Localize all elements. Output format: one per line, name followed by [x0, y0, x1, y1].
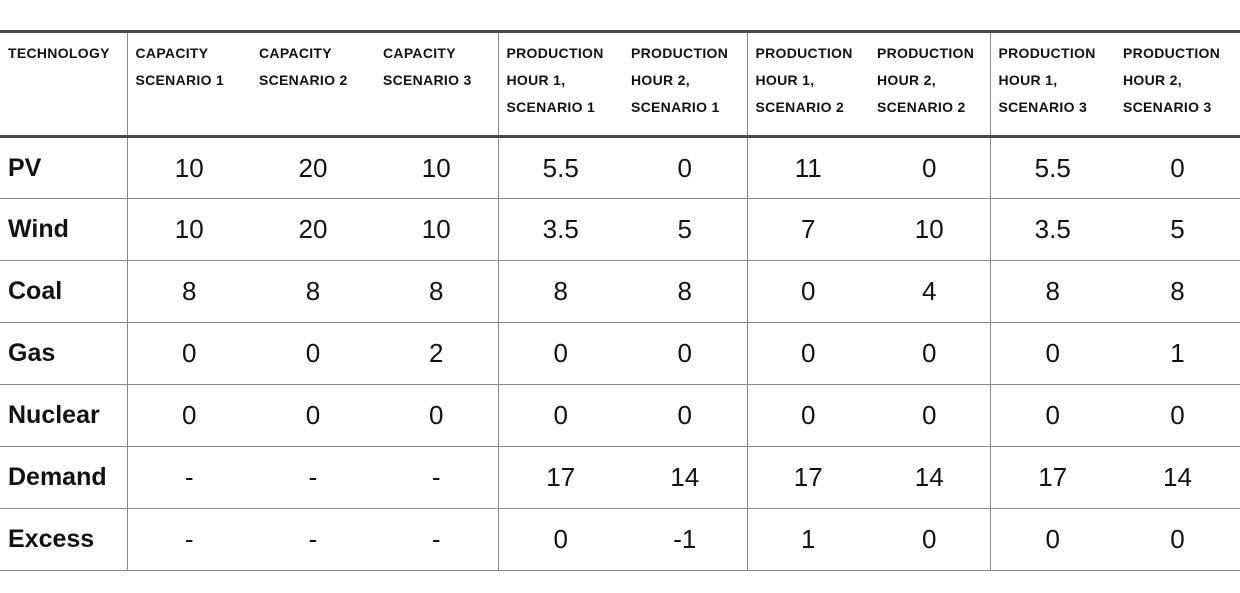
- table-row-excess: Excess - - -0 -1 1 0 0 0: [0, 508, 1240, 571]
- cell-coal-col9: 8: [1115, 260, 1240, 323]
- cell-pv-col3: 10: [375, 136, 499, 199]
- row-label-coal: Coal: [0, 260, 128, 323]
- cell-excess-col4: 0: [498, 508, 623, 571]
- table-body: PV 10 20 10 5.5 0 11 0 5.5 0 Wind 10 20 10 3.5 5 7 10 3.5 5…: [0, 136, 1240, 571]
- col-header-capacity-scenario-2: CAPACITY SCENARIO 2: [251, 31, 375, 138]
- cell-nuclear-col4: 0: [498, 384, 623, 447]
- row-label-demand: Demand: [0, 446, 128, 509]
- cell-wind-col3: 10: [375, 198, 499, 261]
- cell-coal-col1: 8: [127, 260, 251, 323]
- cell-excess-col2: -: [251, 508, 375, 571]
- cell-demand-col1: -: [127, 446, 251, 509]
- table-row-wind: Wind 10 20 10 3.5 5 7 10 3.5 5: [0, 198, 1240, 261]
- cell-pv-col6: 11: [747, 136, 869, 199]
- cell-pv-col7: 0: [869, 136, 991, 199]
- cell-coal-col4: 8: [498, 260, 623, 323]
- table-row-nuclear: Nuclear 0 0 0 0 0 0 0 0 0: [0, 384, 1240, 447]
- row-label-pv: PV: [0, 136, 128, 199]
- cell-gas-col7: 0: [869, 322, 991, 385]
- cell-demand-col6: 17: [747, 446, 869, 509]
- cell-demand-col7: 14: [869, 446, 991, 509]
- col-header-production-h1-s2: PRODUCTION HOUR 1, SCENARIO 2: [747, 31, 869, 138]
- cell-demand-col9: 14: [1115, 446, 1240, 509]
- row-label-excess: Excess: [0, 508, 128, 571]
- cell-gas-col3: 2: [375, 322, 499, 385]
- cell-gas-col1: 0: [127, 322, 251, 385]
- cell-excess-col5: -1: [623, 508, 748, 571]
- cell-wind-col5: 5: [623, 198, 748, 261]
- cell-nuclear-col1: 0: [127, 384, 251, 447]
- table-row-pv: PV 10 20 10 5.5 0 11 0 5.5 0: [0, 136, 1240, 199]
- cell-pv-col4: 5.5: [498, 136, 623, 199]
- technology-scenario-table: TECHNOLOGY CAPACITY SCENARIO 1 CAPACITY …: [0, 30, 1240, 571]
- cell-pv-col2: 20: [251, 136, 375, 199]
- cell-demand-col2: -: [251, 446, 375, 509]
- col-header-production-h2-s3: PRODUCTION HOUR 2, SCENARIO 3: [1115, 31, 1240, 138]
- cell-nuclear-col5: 0: [623, 384, 748, 447]
- cell-wind-col8: 3.5: [990, 198, 1115, 261]
- table-row-demand: Demand - - -17 14 17 14 17 14: [0, 446, 1240, 509]
- cell-excess-col7: 0: [869, 508, 991, 571]
- cell-nuclear-col3: 0: [375, 384, 499, 447]
- cell-nuclear-col8: 0: [990, 384, 1115, 447]
- cell-excess-col3: -: [375, 508, 499, 571]
- col-header-production-h1-s3: PRODUCTION HOUR 1, SCENARIO 3: [990, 31, 1115, 138]
- cell-pv-col9: 0: [1115, 136, 1240, 199]
- cell-wind-col4: 3.5: [498, 198, 623, 261]
- cell-demand-col5: 14: [623, 446, 748, 509]
- cell-excess-col9: 0: [1115, 508, 1240, 571]
- table-row-gas: Gas 0 0 2 0 0 0 0 0 1: [0, 322, 1240, 385]
- cell-coal-col6: 0: [747, 260, 869, 323]
- cell-gas-col2: 0: [251, 322, 375, 385]
- cell-pv-col8: 5.5: [990, 136, 1115, 199]
- cell-gas-col8: 0: [990, 322, 1115, 385]
- cell-pv-col1: 10: [127, 136, 251, 199]
- col-header-production-h1-s1: PRODUCTION HOUR 1, SCENARIO 1: [498, 31, 623, 138]
- cell-excess-col6: 1: [747, 508, 869, 571]
- cell-demand-col4: 17: [498, 446, 623, 509]
- table-header: TECHNOLOGY CAPACITY SCENARIO 1 CAPACITY …: [0, 31, 1240, 138]
- row-label-gas: Gas: [0, 322, 128, 385]
- cell-wind-col6: 7: [747, 198, 869, 261]
- cell-excess-col8: 0: [990, 508, 1115, 571]
- cell-gas-col9: 1: [1115, 322, 1240, 385]
- row-label-nuclear: Nuclear: [0, 384, 128, 447]
- cell-nuclear-col6: 0: [747, 384, 869, 447]
- col-header-capacity-scenario-1: CAPACITY SCENARIO 1: [127, 31, 251, 138]
- cell-coal-col7: 4: [869, 260, 991, 323]
- cell-nuclear-col7: 0: [869, 384, 991, 447]
- row-label-wind: Wind: [0, 198, 128, 261]
- cell-excess-col1: -: [127, 508, 251, 571]
- col-header-technology: TECHNOLOGY: [0, 31, 128, 138]
- cell-coal-col5: 8: [623, 260, 748, 323]
- cell-wind-col9: 5: [1115, 198, 1240, 261]
- header-row: TECHNOLOGY CAPACITY SCENARIO 1 CAPACITY …: [0, 31, 1240, 138]
- cell-coal-col2: 8: [251, 260, 375, 323]
- cell-nuclear-col9: 0: [1115, 384, 1240, 447]
- cell-pv-col5: 0: [623, 136, 748, 199]
- cell-wind-col2: 20: [251, 198, 375, 261]
- table-row-coal: Coal 8 8 8 8 8 0 4 8 8: [0, 260, 1240, 323]
- cell-gas-col4: 0: [498, 322, 623, 385]
- col-header-production-h2-s2: PRODUCTION HOUR 2, SCENARIO 2: [869, 31, 991, 138]
- cell-wind-col1: 10: [127, 198, 251, 261]
- cell-coal-col8: 8: [990, 260, 1115, 323]
- cell-demand-col3: -: [375, 446, 499, 509]
- cell-gas-col5: 0: [623, 322, 748, 385]
- col-header-production-h2-s1: PRODUCTION HOUR 2, SCENARIO 1: [623, 31, 748, 138]
- cell-gas-col6: 0: [747, 322, 869, 385]
- cell-demand-col8: 17: [990, 446, 1115, 509]
- cell-coal-col3: 8: [375, 260, 499, 323]
- col-header-capacity-scenario-3: CAPACITY SCENARIO 3: [375, 31, 499, 138]
- cell-wind-col7: 10: [869, 198, 991, 261]
- cell-nuclear-col2: 0: [251, 384, 375, 447]
- page: TECHNOLOGY CAPACITY SCENARIO 1 CAPACITY …: [0, 30, 1240, 571]
